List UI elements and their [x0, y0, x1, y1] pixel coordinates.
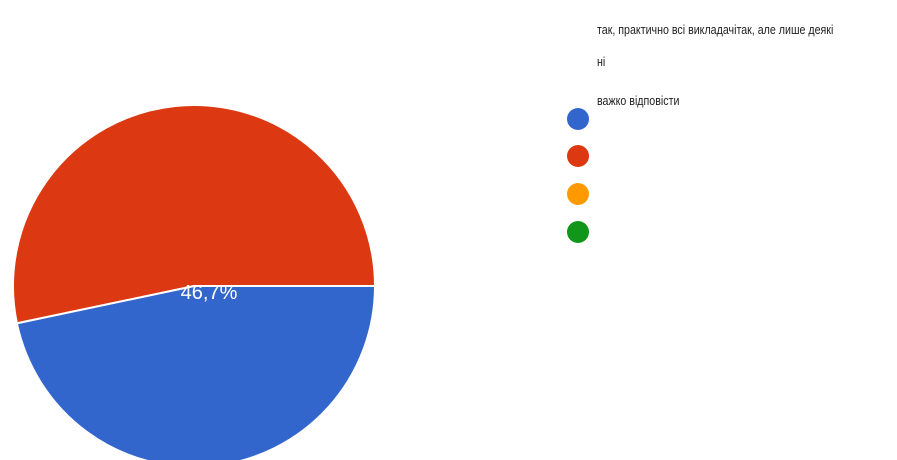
legend-markers [567, 108, 589, 243]
legend-label-hard-to-answer: важко відповісти [597, 93, 680, 108]
legend-marker [567, 145, 589, 167]
legend-marker [567, 221, 589, 243]
legend-marker [567, 183, 589, 205]
slice-data-label: 46,7% [181, 282, 238, 304]
pie-slice [15, 285, 377, 460]
legend-marker [567, 108, 589, 130]
legend-label-no: ні [597, 54, 606, 69]
pie-data-labels: 46,7% [181, 282, 238, 304]
legend-label-combined: так, практично всі викладачітак, але лиш… [597, 22, 834, 37]
pie-slices [12, 104, 377, 460]
pie-slice [12, 104, 377, 325]
